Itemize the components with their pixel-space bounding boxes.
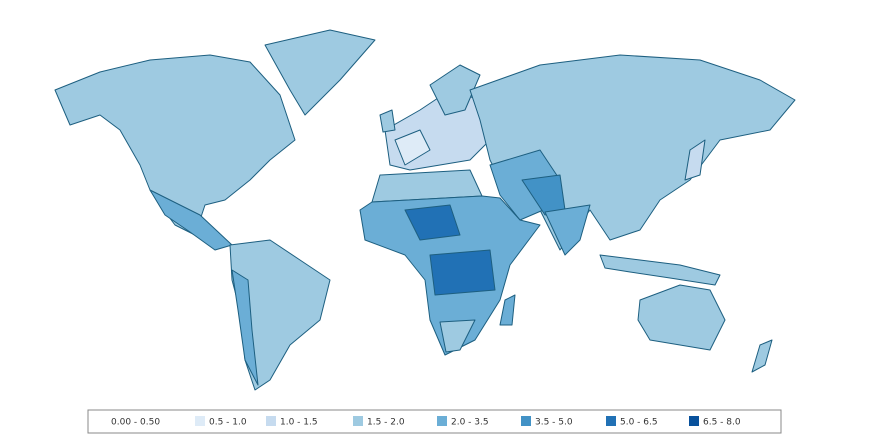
sahel (404, 204, 461, 241)
legend-label: 6.5 - 8.0 (703, 418, 741, 428)
australia (637, 284, 726, 351)
west-europe (394, 129, 431, 166)
andes (231, 269, 259, 386)
new-zealand (751, 339, 773, 373)
legend-label: 1.5 - 2.0 (367, 418, 405, 428)
legend-label: 2.0 - 3.5 (451, 418, 489, 428)
legend-label: 1.0 - 1.5 (280, 418, 318, 428)
legend-swatch (689, 416, 699, 426)
legend-swatch (521, 416, 531, 426)
japan (684, 139, 706, 181)
legend-swatch (353, 416, 363, 426)
legend-swatch (97, 416, 107, 426)
uk (379, 109, 396, 133)
legend-swatch (195, 416, 205, 426)
madagascar (499, 294, 516, 326)
legend-box (87, 409, 782, 434)
legend-label: 5.0 - 6.5 (620, 418, 658, 428)
india (544, 204, 591, 256)
southern-africa (439, 319, 476, 353)
regions (54, 29, 796, 391)
legend: 0.00 - 0.50 0.5 - 1.0 1.0 - 1.5 1.5 - 2.0 2.… (97, 416, 741, 428)
central-america (149, 189, 233, 251)
legend-label: 0.00 - 0.50 (111, 418, 160, 428)
north-america (54, 54, 296, 236)
central-africa (429, 249, 496, 296)
southeast-asia-islands (599, 254, 721, 286)
legend-swatch (606, 416, 616, 426)
legend-swatch (266, 416, 276, 426)
greenland (264, 29, 376, 116)
legend-label: 3.5 - 5.0 (535, 418, 573, 428)
legend-label: 0.5 - 1.0 (209, 418, 247, 428)
legend-swatch (437, 416, 447, 426)
